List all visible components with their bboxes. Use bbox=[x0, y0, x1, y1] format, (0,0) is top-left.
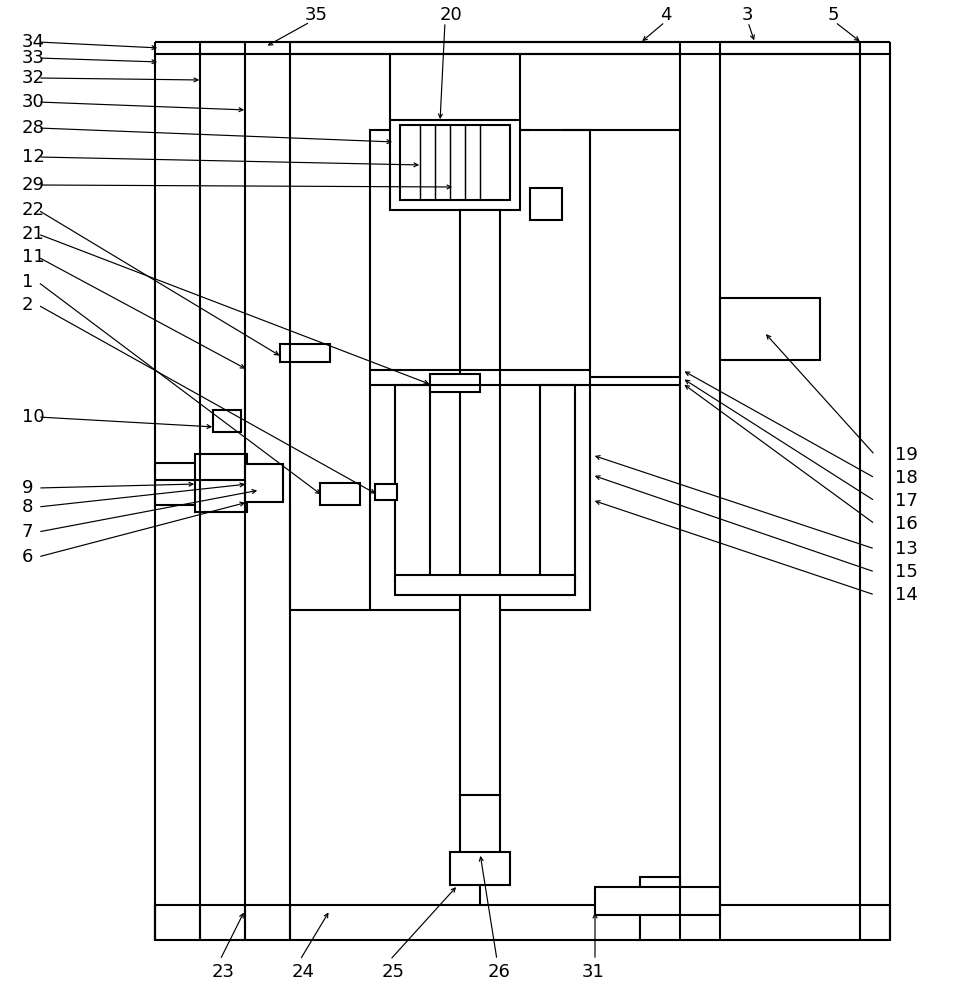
Text: 32: 32 bbox=[22, 69, 45, 87]
Bar bbox=[320, 483, 359, 505]
Bar bbox=[155, 463, 197, 505]
Text: 30: 30 bbox=[22, 93, 45, 111]
Bar bbox=[530, 188, 561, 220]
Text: 17: 17 bbox=[894, 492, 917, 510]
Text: 26: 26 bbox=[487, 963, 510, 981]
Bar bbox=[245, 464, 283, 502]
Text: 9: 9 bbox=[22, 479, 34, 497]
Text: 23: 23 bbox=[211, 963, 234, 981]
Text: 11: 11 bbox=[22, 248, 45, 266]
Text: 20: 20 bbox=[439, 6, 462, 24]
Text: 7: 7 bbox=[22, 523, 34, 541]
Bar bbox=[450, 852, 509, 885]
Text: 1: 1 bbox=[22, 273, 34, 291]
Bar bbox=[370, 130, 589, 610]
Text: 15: 15 bbox=[894, 563, 917, 581]
Bar bbox=[639, 877, 679, 905]
Text: 28: 28 bbox=[22, 119, 45, 137]
Bar bbox=[400, 125, 509, 200]
Text: 5: 5 bbox=[827, 6, 839, 24]
Bar bbox=[195, 454, 247, 512]
Text: 25: 25 bbox=[382, 963, 405, 981]
Bar bbox=[459, 210, 500, 800]
Bar bbox=[539, 385, 575, 580]
Text: 19: 19 bbox=[894, 446, 917, 464]
Bar bbox=[639, 882, 679, 912]
Text: 2: 2 bbox=[22, 296, 34, 314]
Text: 33: 33 bbox=[22, 49, 45, 67]
Bar bbox=[595, 887, 719, 915]
Bar bbox=[639, 905, 889, 940]
Text: 13: 13 bbox=[894, 540, 917, 558]
Text: 31: 31 bbox=[581, 963, 604, 981]
Text: 14: 14 bbox=[894, 586, 917, 604]
Bar bbox=[719, 298, 819, 360]
Bar bbox=[395, 385, 430, 580]
Bar bbox=[395, 575, 575, 595]
Text: 21: 21 bbox=[22, 225, 45, 243]
Text: 29: 29 bbox=[22, 176, 45, 194]
Text: 16: 16 bbox=[894, 515, 917, 533]
Bar bbox=[155, 905, 639, 940]
Bar bbox=[375, 484, 397, 500]
Bar bbox=[389, 120, 520, 210]
Text: 3: 3 bbox=[741, 6, 752, 24]
Bar bbox=[212, 410, 241, 432]
Text: 24: 24 bbox=[292, 963, 314, 981]
Text: 10: 10 bbox=[22, 408, 44, 426]
Text: 22: 22 bbox=[22, 201, 45, 219]
Bar bbox=[280, 344, 330, 362]
Text: 12: 12 bbox=[22, 148, 45, 166]
Text: 34: 34 bbox=[22, 33, 45, 51]
Text: 6: 6 bbox=[22, 548, 34, 566]
Bar bbox=[430, 374, 480, 392]
Text: 18: 18 bbox=[894, 469, 917, 487]
Bar bbox=[459, 795, 500, 855]
Text: 35: 35 bbox=[305, 6, 328, 24]
Text: 4: 4 bbox=[659, 6, 671, 24]
Text: 8: 8 bbox=[22, 498, 34, 516]
